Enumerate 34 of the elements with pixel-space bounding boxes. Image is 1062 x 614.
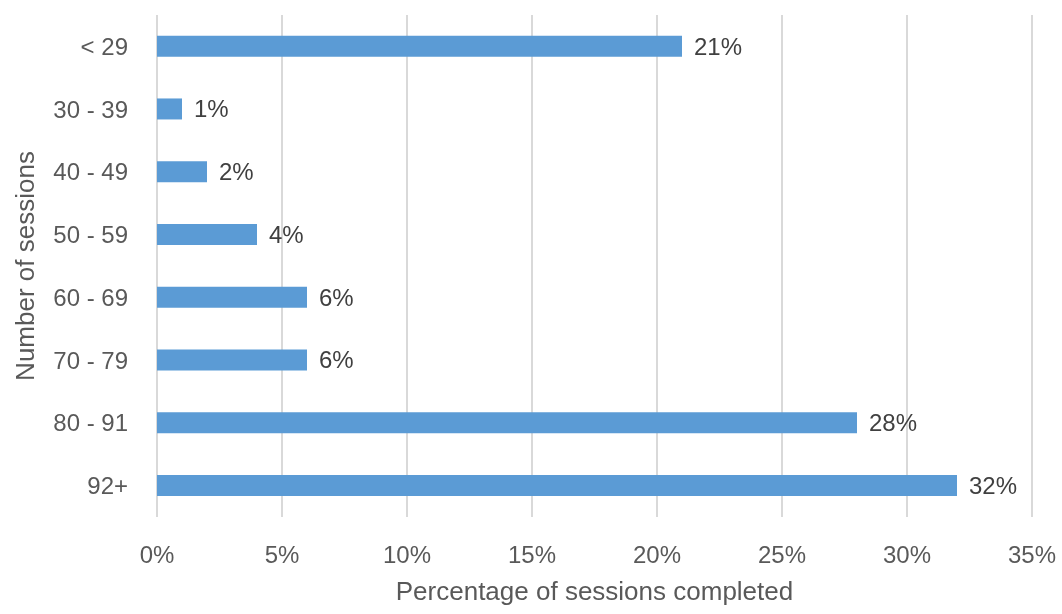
y-tick-label: 80 - 91 — [53, 409, 128, 437]
bar — [157, 286, 307, 308]
data-label: 32% — [969, 471, 1018, 499]
y-tick-label: 70 - 79 — [53, 346, 128, 374]
data-label: 6% — [319, 283, 354, 311]
bar — [157, 161, 207, 183]
x-tick-label: 10% — [382, 541, 432, 569]
x-tick-label: 25% — [757, 541, 807, 569]
x-tick-label: 0% — [139, 541, 175, 569]
data-label: 28% — [869, 409, 918, 437]
bar — [157, 412, 857, 434]
x-tick-label: 5% — [264, 541, 300, 569]
y-tick-label: 92+ — [87, 472, 128, 500]
x-tick-label: 35% — [1007, 541, 1057, 569]
data-label: 1% — [194, 95, 229, 123]
x-tick-label: 20% — [632, 541, 682, 569]
data-label: 6% — [319, 346, 354, 374]
x-axis-title: Percentage of sessions completed — [395, 576, 794, 606]
y-tick-label: < 29 — [80, 32, 128, 60]
data-label: 21% — [694, 32, 743, 60]
bar — [157, 98, 182, 120]
y-tick-label: 40 - 49 — [53, 158, 128, 186]
bar — [157, 35, 682, 57]
data-label: 4% — [269, 220, 304, 248]
bar — [157, 349, 307, 371]
y-tick-label: 60 - 69 — [53, 283, 128, 311]
y-tick-label: 30 - 39 — [53, 95, 128, 123]
bar — [157, 223, 257, 245]
y-tick-label: 50 - 59 — [53, 221, 128, 249]
data-label: 2% — [219, 158, 254, 186]
x-tick-label: 15% — [507, 541, 557, 569]
bar — [157, 474, 957, 496]
x-tick-label: 30% — [882, 541, 932, 569]
y-axis-title: Number of sessions — [10, 151, 40, 381]
